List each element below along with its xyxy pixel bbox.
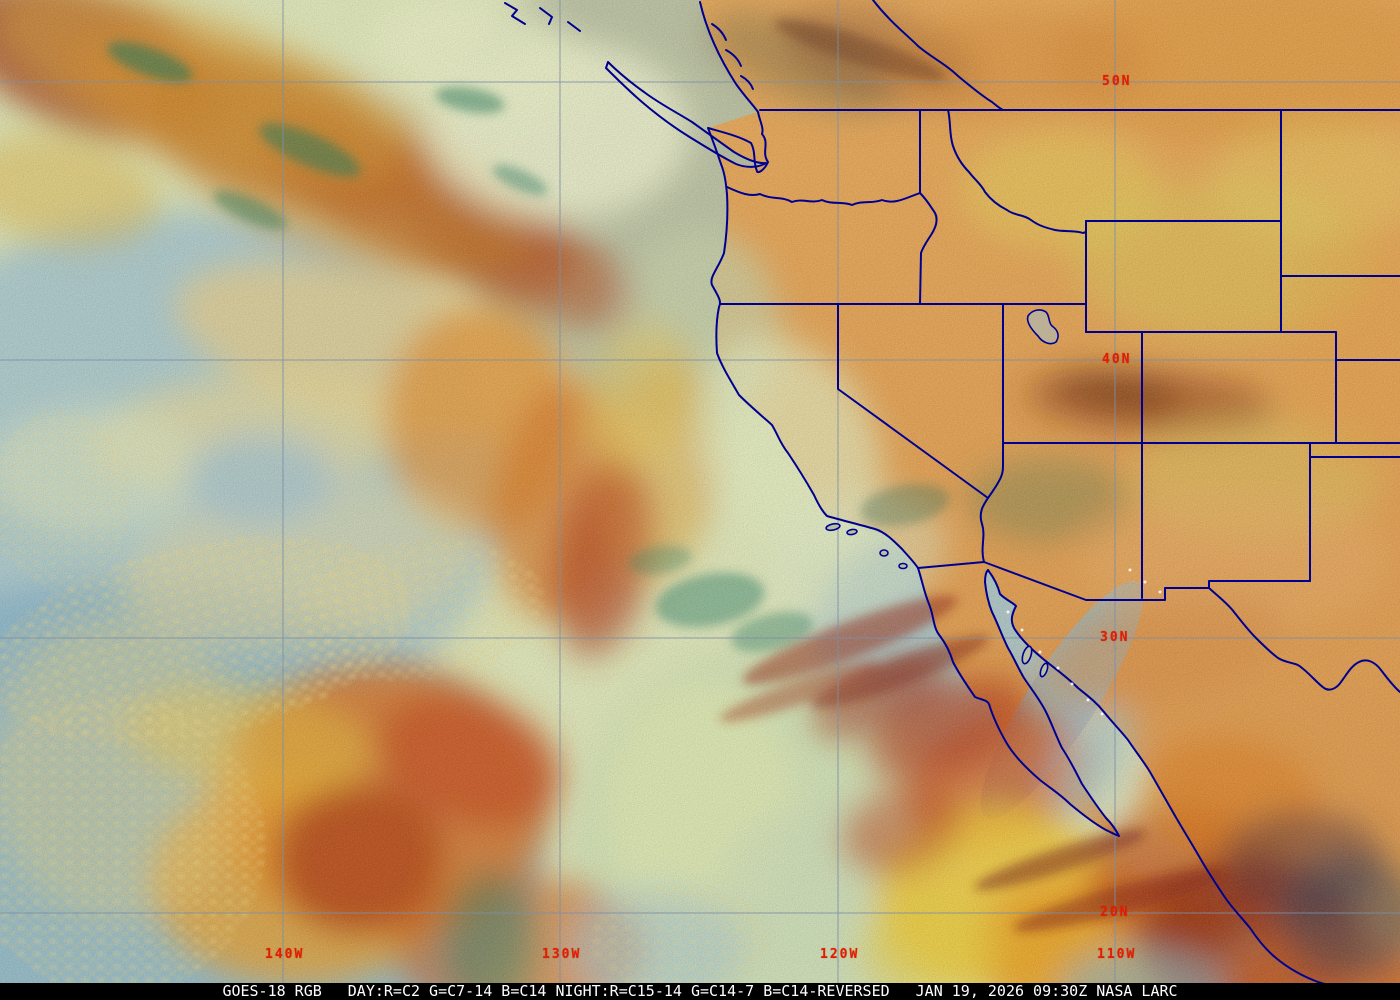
- latitude-label-30n: 30N: [1100, 630, 1130, 645]
- longitude-label-120w: 120W: [820, 947, 860, 962]
- bc-alberta-border: [872, 0, 1004, 111]
- colorado-river-border: [979, 442, 1004, 563]
- pacific-coastline: [707, 111, 919, 569]
- product-label: GOES-18 RGB: [222, 982, 322, 1000]
- latitude-label-20n: 20N: [1100, 905, 1130, 920]
- oregon-idaho-border: [919, 192, 938, 305]
- status-bar: GOES-18 RGB DAY:R=C2 G=C7-14 B=C14 NIGHT…: [0, 983, 1400, 1000]
- great-salt-lake: [1026, 309, 1059, 345]
- vancouver-island-outline: [605, 61, 767, 168]
- bc-islands: [504, 2, 581, 32]
- gulf-of-california-islands: [1021, 645, 1049, 678]
- channel-islands: [825, 522, 908, 570]
- mexico-mainland-coastline: [987, 569, 1400, 1000]
- latitude-label-40n: 40N: [1102, 352, 1132, 367]
- lightning-specks: [1006, 568, 1162, 716]
- timestamp-label: JAN 19, 2026 09:30Z NASA LARC: [915, 982, 1178, 1000]
- longitude-label-110w: 110W: [1097, 947, 1137, 962]
- idaho-montana-border: [947, 109, 1087, 234]
- bc-coastline: [699, 1, 759, 113]
- california-nevada-border: [837, 303, 989, 499]
- us-mexico-border: [917, 561, 1311, 601]
- rgb-recipe-label: DAY:R=C2 G=C7-14 B=C14 NIGHT:R=C15-14 G=…: [347, 982, 890, 1000]
- longitude-label-140w: 140W: [265, 947, 305, 962]
- rio-grande-border: [1208, 587, 1400, 693]
- baja-california-coastline: [917, 567, 1120, 837]
- map-boundaries: [504, 0, 1400, 1000]
- latitude-label-50n: 50N: [1102, 74, 1132, 89]
- washington-oregon-border: [726, 186, 921, 206]
- longitude-label-130w: 130W: [542, 947, 582, 962]
